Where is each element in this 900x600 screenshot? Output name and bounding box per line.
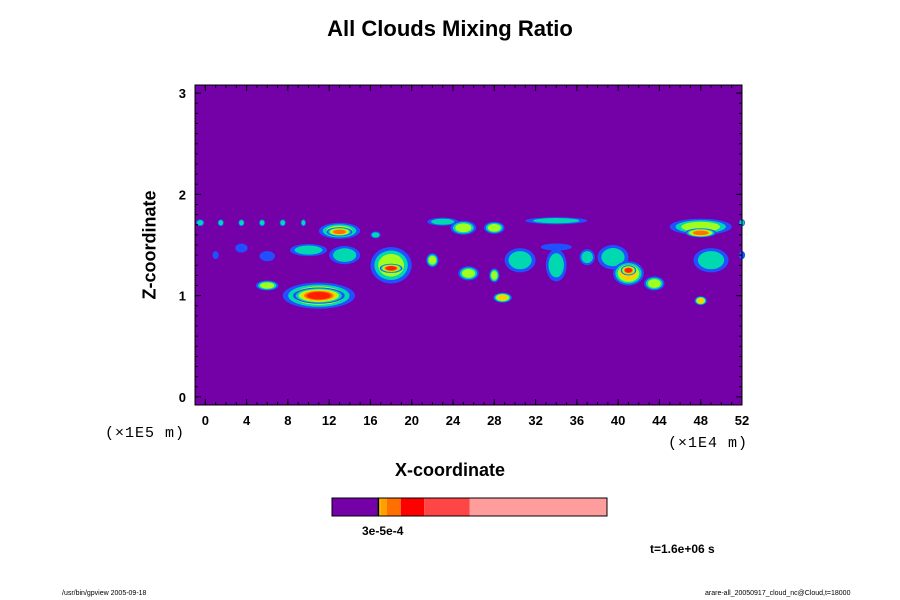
footer-left-text: /usr/bin/gpview 2005-09-18 [62,590,147,597]
cloud-cell [540,243,572,251]
plot-area [195,85,742,405]
colorbar-segment [400,498,425,516]
x-tick-label: 32 [528,413,542,428]
cloud-cell [235,243,248,253]
colorbar-label: 3e-5e-4 [362,524,404,538]
x-tick-label: 16 [363,413,377,428]
y-tick-label: 2 [179,187,186,202]
x-tick-label: 12 [322,413,336,428]
x-tick-label: 8 [284,413,291,428]
cloud-cell [371,232,380,238]
z-scale-label: (×1E5 m) [105,425,186,442]
y-tick-label: 3 [179,86,186,101]
cloud-cell [697,251,725,270]
time-label: t=1.6e+06 s [650,542,715,556]
x-tick-label: 40 [611,413,625,428]
cloud-cell [581,251,593,264]
cloud-cell [491,270,498,280]
colorbar-segment [379,498,381,516]
colorbar-segment [469,498,607,516]
cloud-cell [455,223,472,233]
y-axis-ticks: 0 1 2 3 [179,86,742,405]
x-tick-label: 0 [202,413,209,428]
x-axis-ticks: 0 4 8 12 16 20 24 28 32 36 40 44 48 52 [202,85,749,428]
cloud-cell [333,229,346,235]
cloud-cell [259,220,265,226]
cloud-cell [647,279,661,288]
x-axis-label: X-coordinate [394,460,505,480]
x-tick-label: 52 [735,413,749,428]
cloud-cell [428,255,437,265]
cloud-cell [239,220,244,226]
colorbar [331,497,608,517]
colorbar-segment [377,498,380,516]
colorbar-segment [387,498,401,516]
cloud-cell [697,298,705,304]
colorbar-segment [380,498,387,516]
cloud-cell [692,230,709,236]
cloud-cell [385,266,397,271]
cloud-cell [508,251,532,270]
cloud-cell [280,220,286,226]
cloud-cell [533,218,580,224]
x-tick-label: 4 [243,413,251,428]
cloud-cell [218,220,224,226]
y-tick-label: 0 [179,390,186,405]
colorbar-segment [424,498,470,516]
cloud-cell [601,248,625,267]
x-tick-label: 36 [570,413,584,428]
x-tick-label: 48 [693,413,707,428]
cloud-cell [259,251,275,262]
cloud-cells [196,217,746,309]
cloud-cell [497,294,508,301]
cloud-cell [681,221,721,232]
y-tick-label: 1 [179,289,186,304]
cloud-cell [260,282,275,289]
footer-right-text: arare-all_20050917_cloud_nc@Cloud,t=1800… [705,590,851,597]
cloud-cell [624,267,633,273]
colorbar-segment [332,498,378,516]
chart-title: All Clouds Mixing Ratio [327,16,573,41]
cloud-cell [306,291,331,300]
cloud-cell [197,220,204,226]
x-tick-label: 24 [446,413,461,428]
cloud-cell [212,251,219,260]
x-tick-label: 20 [405,413,419,428]
x-scale-label: (×1E4 m) [668,435,749,452]
cloud-cell [431,218,455,225]
cloud-cell [487,224,501,232]
cloud-cell [548,253,564,278]
colorbar-frame [331,497,608,517]
y-axis-label: Z-coordinate [139,190,160,300]
x-tick-label: 44 [652,413,667,428]
cloud-cell [301,220,306,226]
x-tick-label: 28 [487,413,501,428]
cloud-cell [294,245,323,255]
cloud-cell [462,268,475,278]
cloud-cell [333,248,357,262]
